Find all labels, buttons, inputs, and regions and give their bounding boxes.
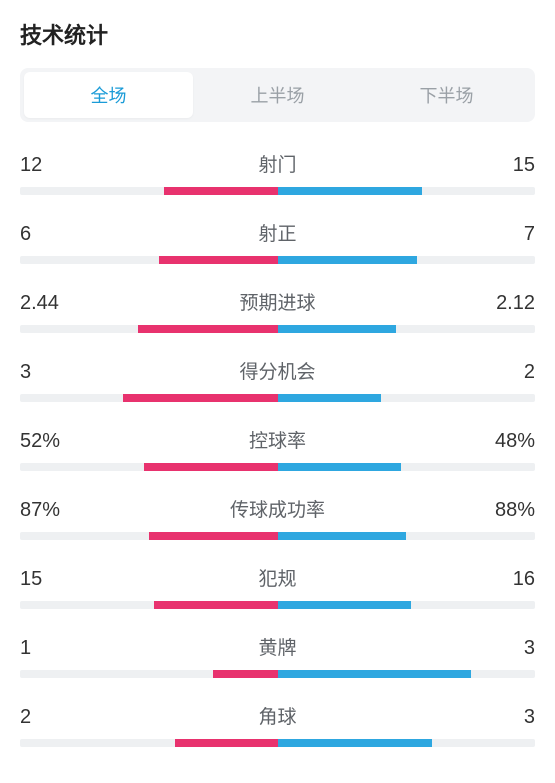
stats-panel: 技术统计 全场 上半场 下半场 12射门156射正72.44预期进球2.123得…	[0, 0, 555, 747]
period-tabs: 全场 上半场 下半场	[20, 68, 535, 122]
stat-right-value: 2.12	[485, 292, 535, 315]
stat-labels: 3得分机会2	[20, 357, 535, 384]
panel-title: 技术统计	[20, 18, 535, 50]
stat-labels: 1黄牌3	[20, 633, 535, 660]
stat-row: 1黄牌3	[20, 633, 535, 678]
bar-right-fill	[278, 256, 417, 264]
stat-bar	[20, 601, 535, 609]
stat-row: 15犯规16	[20, 564, 535, 609]
bar-left-fill	[154, 601, 278, 609]
stat-row: 6射正7	[20, 219, 535, 264]
stat-labels: 87%传球成功率88%	[20, 495, 535, 522]
bar-left-fill	[159, 256, 277, 264]
stat-name: 预期进球	[70, 288, 485, 315]
bar-right-fill	[278, 670, 471, 678]
stat-labels: 2.44预期进球2.12	[20, 288, 535, 315]
stat-labels: 52%控球率48%	[20, 426, 535, 453]
stat-row: 2角球3	[20, 702, 535, 747]
bar-right-fill	[278, 739, 433, 747]
stat-left-value: 12	[20, 154, 70, 177]
stat-right-value: 48%	[485, 430, 535, 453]
stat-right-value: 15	[485, 154, 535, 177]
stat-bar	[20, 739, 535, 747]
tab-label: 上半场	[251, 86, 305, 106]
stat-left-value: 2	[20, 706, 70, 729]
stat-row: 87%传球成功率88%	[20, 495, 535, 540]
stat-left-value: 2.44	[20, 292, 70, 315]
bar-right-fill	[278, 532, 407, 540]
stat-name: 犯规	[70, 564, 485, 591]
stat-bar	[20, 187, 535, 195]
bar-right-fill	[278, 394, 381, 402]
bar-left-fill	[123, 394, 278, 402]
stat-name: 控球率	[70, 426, 485, 453]
stat-name: 得分机会	[70, 357, 485, 384]
bar-left-fill	[213, 670, 277, 678]
bar-right-fill	[278, 601, 412, 609]
stat-name: 传球成功率	[70, 495, 485, 522]
bar-left-fill	[149, 532, 278, 540]
tab-second-half[interactable]: 下半场	[362, 72, 531, 118]
stat-bar	[20, 325, 535, 333]
stat-right-value: 88%	[485, 499, 535, 522]
stat-labels: 2角球3	[20, 702, 535, 729]
stat-left-value: 15	[20, 568, 70, 591]
bar-left-fill	[138, 325, 277, 333]
tab-label: 下半场	[420, 86, 474, 106]
stat-row: 2.44预期进球2.12	[20, 288, 535, 333]
stat-bar	[20, 463, 535, 471]
bar-right-fill	[278, 187, 422, 195]
stat-right-value: 3	[485, 706, 535, 729]
stat-row: 52%控球率48%	[20, 426, 535, 471]
stat-bar	[20, 670, 535, 678]
stat-right-value: 2	[485, 361, 535, 384]
bar-right-fill	[278, 463, 402, 471]
tab-label: 全场	[91, 86, 127, 106]
stat-labels: 6射正7	[20, 219, 535, 246]
stat-bar	[20, 256, 535, 264]
stat-left-value: 3	[20, 361, 70, 384]
stats-list: 12射门156射正72.44预期进球2.123得分机会252%控球率48%87%…	[20, 150, 535, 747]
stat-left-value: 6	[20, 223, 70, 246]
stat-left-value: 1	[20, 637, 70, 660]
stat-name: 射正	[70, 219, 485, 246]
stat-right-value: 7	[485, 223, 535, 246]
stat-right-value: 16	[485, 568, 535, 591]
tab-full[interactable]: 全场	[24, 72, 193, 118]
stat-left-value: 87%	[20, 499, 70, 522]
stat-name: 射门	[70, 150, 485, 177]
stat-labels: 15犯规16	[20, 564, 535, 591]
stat-labels: 12射门15	[20, 150, 535, 177]
stat-bar	[20, 532, 535, 540]
stat-bar	[20, 394, 535, 402]
stat-name: 角球	[70, 702, 485, 729]
stat-row: 12射门15	[20, 150, 535, 195]
stat-name: 黄牌	[70, 633, 485, 660]
bar-left-fill	[164, 187, 277, 195]
stat-left-value: 52%	[20, 430, 70, 453]
stat-row: 3得分机会2	[20, 357, 535, 402]
bar-right-fill	[278, 325, 396, 333]
stat-right-value: 3	[485, 637, 535, 660]
bar-left-fill	[144, 463, 278, 471]
bar-left-fill	[175, 739, 278, 747]
tab-first-half[interactable]: 上半场	[193, 72, 362, 118]
